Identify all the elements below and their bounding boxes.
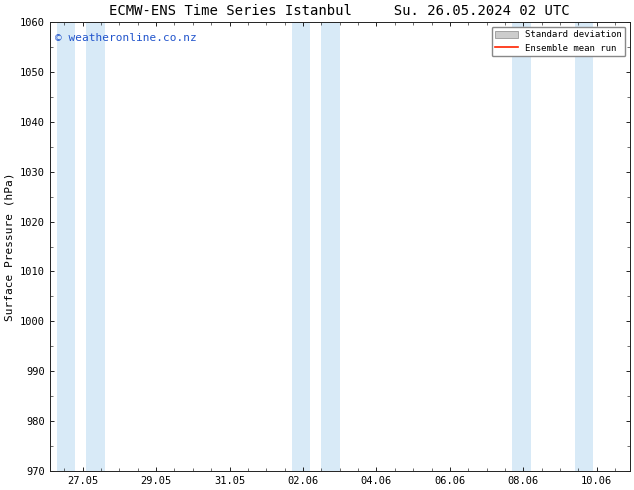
Text: © weatheronline.co.nz: © weatheronline.co.nz [55, 33, 197, 43]
Bar [575, 22, 593, 471]
Bar [292, 22, 310, 471]
Bar [512, 22, 531, 471]
Bar [86, 22, 105, 471]
Title: ECMW-ENS Time Series Istanbul     Su. 26.05.2024 02 UTC: ECMW-ENS Time Series Istanbul Su. 26.05.… [110, 4, 570, 18]
Bar [321, 22, 340, 471]
Legend: Standard deviation, Ensemble mean run: Standard deviation, Ensemble mean run [491, 26, 625, 56]
Y-axis label: Surface Pressure (hPa): Surface Pressure (hPa) [4, 172, 14, 321]
Bar [57, 22, 75, 471]
